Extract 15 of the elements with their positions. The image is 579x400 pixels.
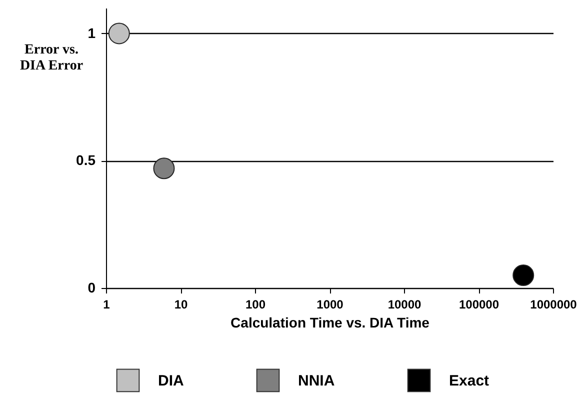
y-tick-label: 1 [88, 24, 96, 41]
x-tick-label: 1000000 [530, 298, 578, 312]
x-tick-label: 100000 [458, 298, 500, 312]
y-tick-label: 0.5 [76, 152, 96, 168]
x-tick-label: 1000 [316, 298, 344, 312]
x-tick-label: 10000 [388, 298, 422, 312]
legend-label: DIA [158, 372, 184, 390]
legend-label: NNIA [298, 372, 335, 390]
x-axis-title: Calculation Time vs. DIA Time [230, 314, 430, 330]
x-tick-label: 10 [174, 298, 188, 312]
x-tick-label: 100 [245, 298, 266, 312]
x-tick-label: 1 [103, 298, 110, 312]
legend-label: Exact [449, 372, 490, 390]
y-axis-title: Error vs. DIA Error [20, 42, 84, 74]
y-tick-label: 0 [88, 280, 96, 296]
